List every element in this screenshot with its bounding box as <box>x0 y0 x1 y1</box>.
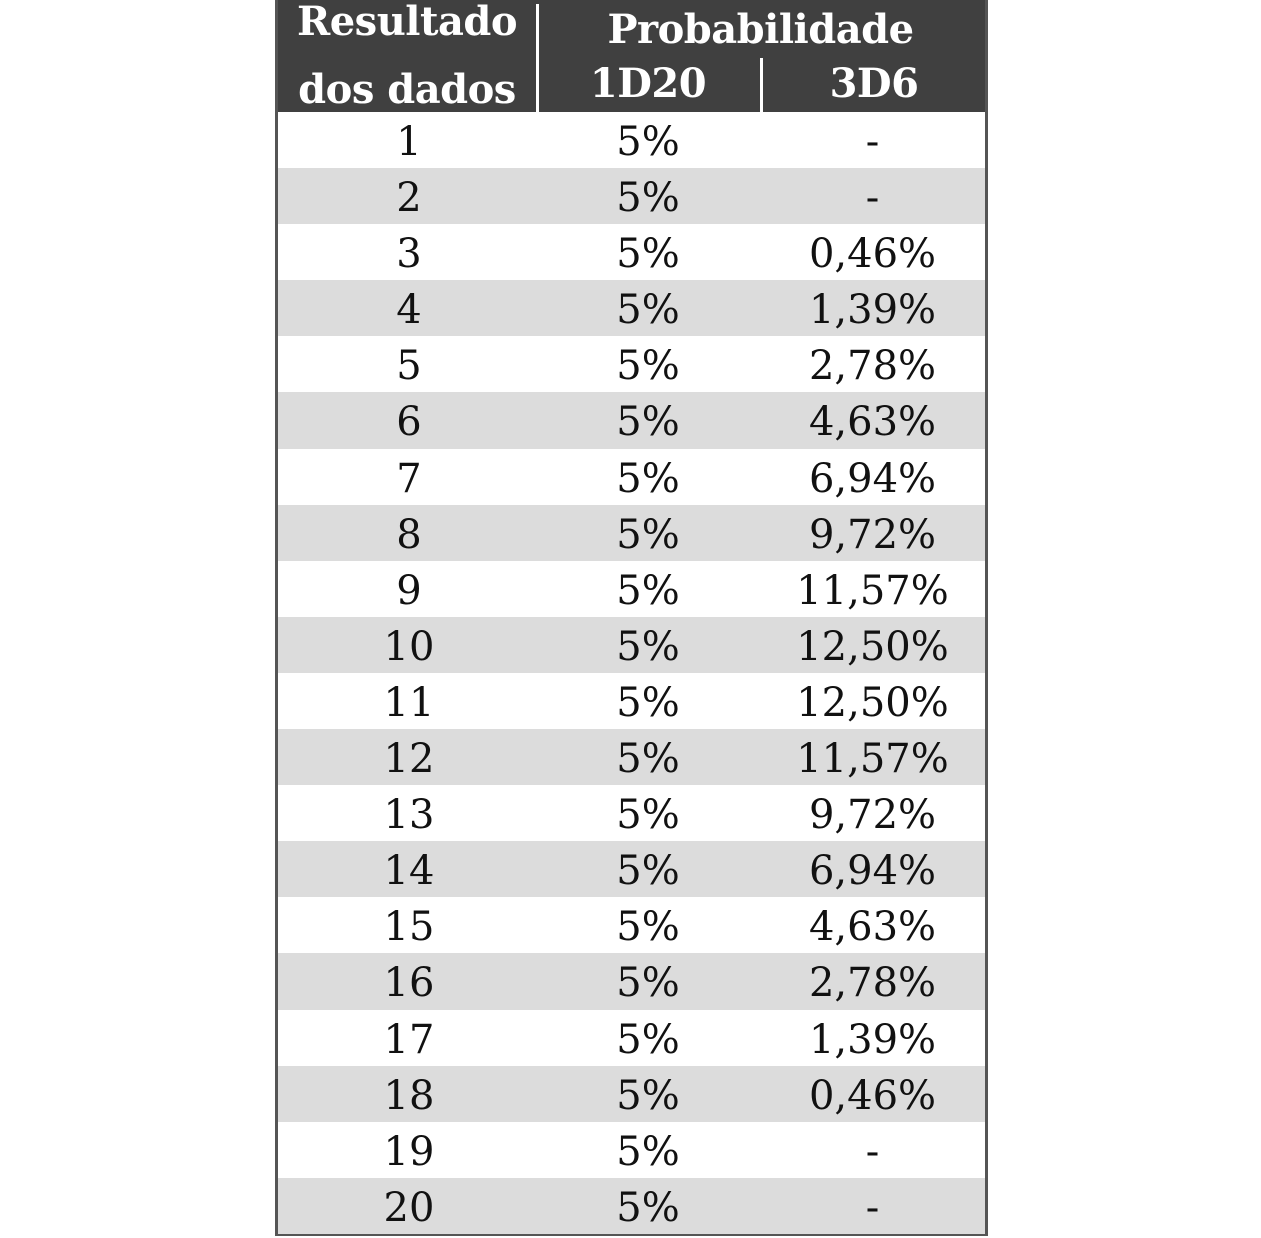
cell-3d6: 1,39% <box>808 287 937 334</box>
cell-result: 20 <box>383 1184 435 1231</box>
table-row: 15 5% 4,63% <box>278 897 985 953</box>
table-body: 1 5% - 2 5% - 3 5% 0,46% 4 5% 1,39% 5 5% 2,78% 6 5% 4,63%… <box>278 112 985 1234</box>
cell-result: 13 <box>383 792 435 839</box>
cell-result: 3 <box>396 231 422 278</box>
cell-1d20: 5% <box>616 119 680 165</box>
table-row: 1 5% - <box>278 112 985 168</box>
cell-3d6: 12,50% <box>796 623 949 670</box>
cell-1d20: 5% <box>616 904 680 951</box>
cell-3d6: 0,46% <box>808 1072 937 1119</box>
cell-3d6: 11,57% <box>796 736 949 783</box>
cell-3d6: - <box>865 1128 880 1175</box>
cell-result: 7 <box>396 455 422 502</box>
table-row: 14 5% 6,94% <box>278 841 985 898</box>
cell-result: 8 <box>396 511 422 558</box>
cell-result: 9 <box>396 567 422 614</box>
cell-3d6: 9,72% <box>808 511 937 558</box>
cell-1d20: 5% <box>616 1016 680 1063</box>
cell-3d6: 11,57% <box>796 567 949 614</box>
cell-3d6: - <box>865 1184 880 1231</box>
cell-3d6: 12,50% <box>796 679 949 726</box>
table-row: 8 5% 9,72% <box>278 504 985 561</box>
cell-3d6: - <box>865 119 880 165</box>
table-row: 6 5% 4,63% <box>278 392 985 449</box>
cell-result: 10 <box>383 623 435 670</box>
table-row: 16 5% 2,78% <box>278 953 985 1010</box>
header-divider-sub <box>760 58 763 112</box>
header-result-line2: dos dados <box>298 66 516 113</box>
header-1d20: 1D20 <box>589 60 707 107</box>
table-row: 19 5% - <box>278 1122 985 1178</box>
cell-1d20: 5% <box>616 175 680 222</box>
cell-1d20: 5% <box>616 567 680 614</box>
cell-1d20: 5% <box>616 455 680 502</box>
header-divider-main <box>536 4 539 112</box>
table-row: 20 5% - <box>278 1177 985 1234</box>
cell-3d6: 9,72% <box>808 792 937 839</box>
cell-1d20: 5% <box>616 679 680 726</box>
cell-1d20: 5% <box>616 792 680 839</box>
table-row: 18 5% 0,46% <box>278 1065 985 1122</box>
table-row: 2 5% - <box>278 168 985 225</box>
cell-1d20: 5% <box>616 1128 680 1175</box>
cell-result: 16 <box>383 960 435 1007</box>
cell-1d20: 5% <box>616 960 680 1007</box>
header-probability: Probabilidade <box>607 6 914 53</box>
cell-3d6: 6,94% <box>808 455 937 502</box>
cell-1d20: 5% <box>616 736 680 783</box>
table-row: 10 5% 12,50% <box>278 616 985 673</box>
table-row: 12 5% 11,57% <box>278 729 985 786</box>
cell-1d20: 5% <box>616 848 680 895</box>
cell-1d20: 5% <box>616 343 680 390</box>
cell-3d6: 0,46% <box>808 231 937 278</box>
cell-result: 1 <box>396 119 422 165</box>
table-row: 13 5% 9,72% <box>278 785 985 841</box>
table-row: 7 5% 6,94% <box>278 449 985 505</box>
table-row: 3 5% 0,46% <box>278 224 985 280</box>
header-3d6: 3D6 <box>829 60 919 107</box>
cell-3d6: 4,63% <box>808 399 937 446</box>
cell-3d6: 4,63% <box>808 904 937 951</box>
cell-3d6: 2,78% <box>808 343 937 390</box>
table-row: 4 5% 1,39% <box>278 280 985 337</box>
table-header: Resultado dos dados Probabilidade 1D20 3… <box>278 0 985 113</box>
cell-result: 14 <box>383 848 435 895</box>
probability-table: Resultado dos dados Probabilidade 1D20 3… <box>275 0 988 1236</box>
cell-3d6: 6,94% <box>808 848 937 895</box>
table-row: 11 5% 12,50% <box>278 673 985 729</box>
cell-result: 12 <box>383 736 435 783</box>
cell-result: 11 <box>383 679 435 726</box>
cell-result: 17 <box>383 1016 435 1063</box>
table-row: 9 5% 11,57% <box>278 561 985 617</box>
cell-1d20: 5% <box>616 231 680 278</box>
cell-1d20: 5% <box>616 287 680 334</box>
cell-1d20: 5% <box>616 623 680 670</box>
cell-3d6: - <box>865 175 880 222</box>
cell-1d20: 5% <box>616 1072 680 1119</box>
cell-3d6: 1,39% <box>808 1016 937 1063</box>
cell-result: 15 <box>383 904 435 951</box>
cell-3d6: 2,78% <box>808 960 937 1007</box>
cell-result: 18 <box>383 1072 435 1119</box>
header-result-line1: Resultado <box>296 0 518 45</box>
table-row: 5 5% 2,78% <box>278 336 985 392</box>
cell-result: 5 <box>396 343 422 390</box>
cell-1d20: 5% <box>616 1184 680 1231</box>
cell-1d20: 5% <box>616 399 680 446</box>
cell-result: 2 <box>396 175 422 222</box>
cell-1d20: 5% <box>616 511 680 558</box>
table-row: 17 5% 1,39% <box>278 1010 985 1066</box>
cell-result: 19 <box>383 1128 435 1175</box>
cell-result: 6 <box>396 399 422 446</box>
cell-result: 4 <box>396 287 422 334</box>
